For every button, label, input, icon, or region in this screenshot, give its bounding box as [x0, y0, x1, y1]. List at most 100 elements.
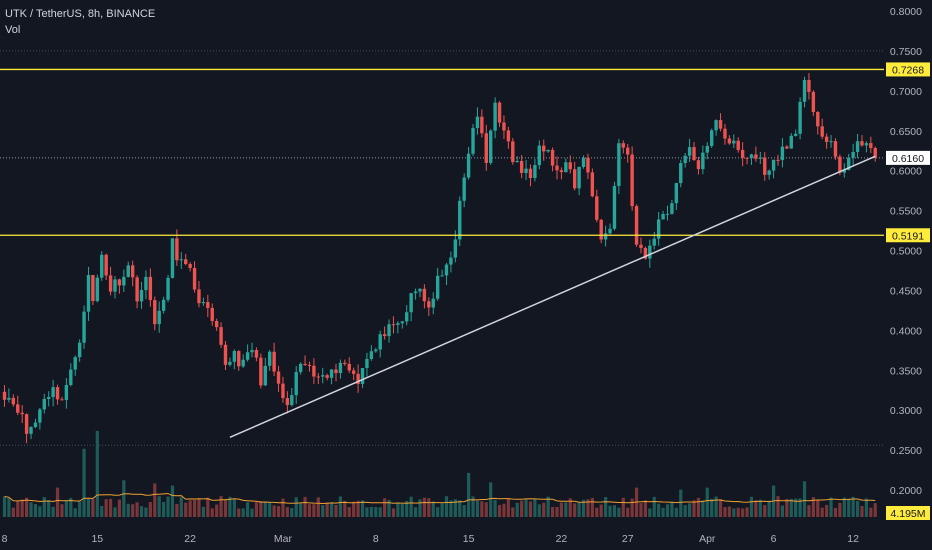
- candle[interactable]: [7, 397, 11, 400]
- candle[interactable]: [427, 301, 431, 308]
- candle[interactable]: [674, 183, 679, 204]
- candle[interactable]: [312, 365, 316, 377]
- candle[interactable]: [749, 154, 754, 158]
- candle[interactable]: [254, 350, 259, 358]
- candle[interactable]: [228, 361, 232, 365]
- lines-layer[interactable]: [0, 68, 884, 438]
- candle[interactable]: [422, 288, 427, 302]
- candle[interactable]: [564, 162, 568, 173]
- candle[interactable]: [157, 310, 161, 325]
- candle[interactable]: [290, 395, 294, 406]
- candle[interactable]: [519, 160, 524, 173]
- candle[interactable]: [250, 350, 254, 353]
- candle[interactable]: [559, 170, 564, 173]
- candle[interactable]: [374, 349, 378, 352]
- candle[interactable]: [816, 112, 820, 127]
- candle[interactable]: [670, 203, 674, 214]
- candle[interactable]: [745, 157, 749, 159]
- candle[interactable]: [599, 219, 603, 240]
- candle[interactable]: [360, 367, 365, 384]
- candle[interactable]: [387, 324, 391, 337]
- candle[interactable]: [767, 170, 771, 175]
- candle[interactable]: [595, 196, 599, 220]
- candle[interactable]: [811, 91, 816, 113]
- symbol-title[interactable]: UTK / TetherUS, 8h, BINANCE: [5, 8, 156, 20]
- candle[interactable]: [104, 254, 108, 276]
- candle[interactable]: [656, 219, 661, 239]
- candle[interactable]: [281, 383, 285, 399]
- candle[interactable]: [272, 351, 276, 372]
- candle[interactable]: [502, 122, 506, 131]
- candle[interactable]: [639, 244, 643, 248]
- candle[interactable]: [820, 126, 824, 137]
- candle[interactable]: [285, 398, 290, 406]
- trend-line[interactable]: [229, 155, 876, 438]
- price-axis[interactable]: 0.8000 0.7500 0.7000 0.6500 0.6000 0.5500 0.50…: [886, 6, 930, 520]
- candle[interactable]: [533, 165, 537, 178]
- candle[interactable]: [184, 259, 188, 265]
- candle[interactable]: [82, 311, 86, 343]
- candle[interactable]: [634, 206, 639, 245]
- candle[interactable]: [294, 372, 298, 396]
- candle[interactable]: [683, 155, 687, 164]
- candles-layer[interactable]: [2, 73, 877, 444]
- candle[interactable]: [347, 363, 351, 371]
- candle[interactable]: [851, 152, 855, 158]
- candle[interactable]: [763, 157, 767, 175]
- candle[interactable]: [793, 133, 798, 136]
- candle[interactable]: [139, 290, 144, 302]
- candle[interactable]: [710, 130, 714, 146]
- candle[interactable]: [789, 135, 793, 149]
- candle[interactable]: [665, 213, 670, 215]
- candle[interactable]: [400, 321, 404, 324]
- candle[interactable]: [754, 154, 758, 159]
- candle[interactable]: [528, 168, 533, 178]
- candle[interactable]: [188, 264, 192, 268]
- candle[interactable]: [603, 233, 608, 240]
- candle[interactable]: [405, 312, 409, 322]
- candle[interactable]: [391, 324, 396, 326]
- candle[interactable]: [568, 162, 572, 170]
- candle[interactable]: [369, 351, 374, 359]
- candle[interactable]: [334, 369, 338, 374]
- candle[interactable]: [484, 133, 488, 163]
- candle[interactable]: [356, 373, 360, 384]
- candle[interactable]: [692, 147, 696, 161]
- candle[interactable]: [824, 136, 829, 142]
- candle[interactable]: [418, 288, 422, 292]
- candle[interactable]: [77, 342, 82, 358]
- candle[interactable]: [493, 102, 497, 131]
- candle[interactable]: [785, 146, 789, 149]
- candle[interactable]: [802, 80, 807, 102]
- candle[interactable]: [475, 116, 480, 129]
- candle[interactable]: [378, 334, 382, 350]
- candle[interactable]: [873, 148, 877, 158]
- candle[interactable]: [860, 141, 864, 146]
- candle[interactable]: [179, 259, 183, 261]
- candle[interactable]: [201, 302, 206, 304]
- candle[interactable]: [515, 160, 519, 163]
- candle[interactable]: [259, 357, 263, 386]
- candle[interactable]: [113, 279, 117, 292]
- candle[interactable]: [643, 247, 648, 259]
- candle[interactable]: [126, 265, 130, 277]
- candle[interactable]: [723, 128, 727, 139]
- candle[interactable]: [130, 265, 135, 278]
- candle[interactable]: [20, 412, 24, 415]
- candle[interactable]: [612, 186, 617, 229]
- candle[interactable]: [608, 228, 612, 234]
- candle[interactable]: [268, 351, 272, 366]
- candle[interactable]: [237, 351, 241, 367]
- candle[interactable]: [11, 397, 16, 405]
- candle[interactable]: [321, 375, 325, 377]
- candle[interactable]: [696, 160, 701, 170]
- candle[interactable]: [166, 277, 170, 300]
- candle[interactable]: [409, 293, 413, 313]
- candle[interactable]: [64, 384, 69, 400]
- candle[interactable]: [758, 157, 763, 159]
- candle[interactable]: [351, 370, 356, 374]
- candle[interactable]: [537, 145, 542, 166]
- candle[interactable]: [462, 177, 466, 201]
- candle[interactable]: [661, 213, 665, 220]
